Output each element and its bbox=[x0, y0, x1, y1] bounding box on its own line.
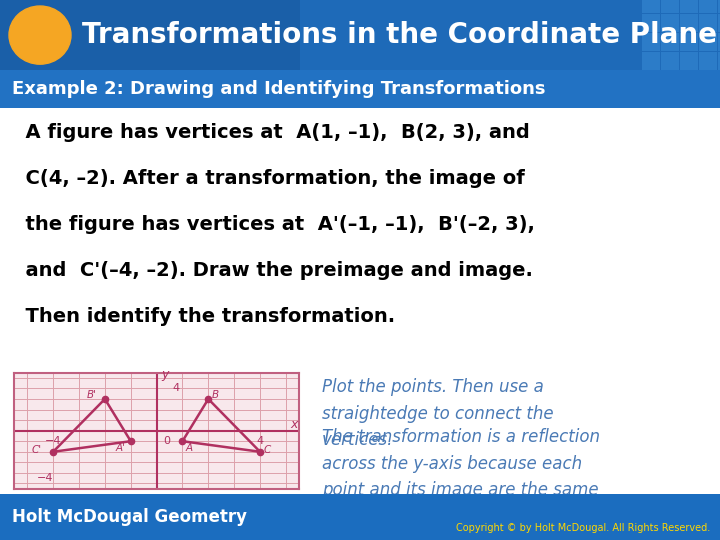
Text: C(4, –2). After a transformation, the image of: C(4, –2). After a transformation, the im… bbox=[12, 169, 525, 188]
Bar bbox=[699, 33, 717, 51]
Text: Example 2: Drawing and Identifying Transformations: Example 2: Drawing and Identifying Trans… bbox=[12, 80, 546, 98]
Bar bbox=[642, 0, 660, 13]
Text: Then identify the transformation.: Then identify the transformation. bbox=[12, 307, 395, 326]
Bar bbox=[699, 0, 717, 13]
Text: Transformations in the Coordinate Plane: Transformations in the Coordinate Plane bbox=[82, 21, 717, 49]
Bar bbox=[699, 52, 717, 70]
Text: 4: 4 bbox=[172, 383, 179, 394]
Text: the figure has vertices at  A'(–1, –1),  B'(–2, 3),: the figure has vertices at A'(–1, –1), B… bbox=[12, 215, 535, 234]
Text: C': C' bbox=[31, 445, 41, 455]
Bar bbox=[661, 33, 679, 51]
Bar bbox=[680, 0, 698, 13]
Bar bbox=[642, 14, 660, 32]
Text: B': B' bbox=[87, 390, 96, 401]
Text: A: A bbox=[186, 443, 193, 453]
Text: x: x bbox=[290, 418, 297, 431]
Bar bbox=[718, 52, 720, 70]
Bar bbox=[642, 33, 660, 51]
Text: 4: 4 bbox=[256, 436, 264, 447]
Bar bbox=[680, 14, 698, 32]
Text: The transformation is a reflection
across the y-axis because each
point and its : The transformation is a reflection acros… bbox=[322, 428, 600, 525]
Text: A figure has vertices at  A(1, –1),  B(2, 3), and: A figure has vertices at A(1, –1), B(2, … bbox=[12, 123, 530, 142]
Bar bbox=[661, 52, 679, 70]
Text: Plot the points. Then use a
straightedge to connect the
vertices.: Plot the points. Then use a straightedge… bbox=[322, 379, 554, 449]
Bar bbox=[718, 33, 720, 51]
Bar bbox=[718, 0, 720, 13]
Bar bbox=[300, 0, 720, 70]
Text: −4: −4 bbox=[45, 436, 61, 447]
Bar bbox=[680, 52, 698, 70]
Text: 0: 0 bbox=[163, 436, 170, 447]
Text: C: C bbox=[263, 445, 271, 455]
Bar bbox=[661, 0, 679, 13]
Bar bbox=[661, 14, 679, 32]
Text: y: y bbox=[161, 368, 168, 381]
Bar bbox=[642, 52, 660, 70]
Bar bbox=[699, 14, 717, 32]
Text: B: B bbox=[212, 390, 219, 401]
Text: Holt McDougal Geometry: Holt McDougal Geometry bbox=[12, 508, 247, 526]
Text: Copyright © by Holt McDougal. All Rights Reserved.: Copyright © by Holt McDougal. All Rights… bbox=[456, 523, 710, 533]
Text: A': A' bbox=[115, 443, 125, 453]
Text: and  C'(–4, –2). Draw the preimage and image.: and C'(–4, –2). Draw the preimage and im… bbox=[12, 261, 533, 280]
Bar bbox=[718, 14, 720, 32]
Ellipse shape bbox=[9, 6, 71, 64]
Bar bbox=[680, 33, 698, 51]
Text: −4: −4 bbox=[37, 473, 54, 483]
